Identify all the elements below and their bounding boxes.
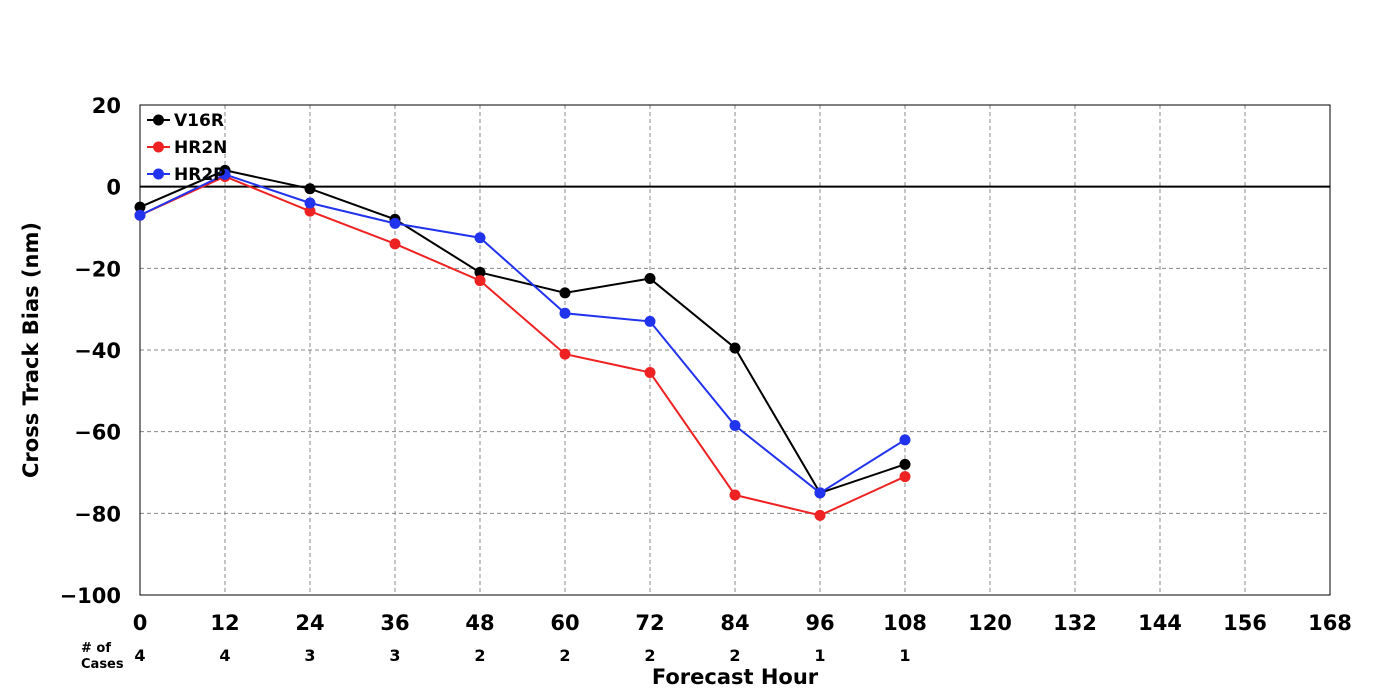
x-tick-label: 84 [720, 611, 749, 635]
data-point [644, 315, 656, 327]
data-point [134, 201, 146, 213]
legend-label: HR2P [174, 165, 226, 185]
y-axis-title: Cross Track Bias (nm) [19, 222, 43, 478]
data-point [474, 266, 486, 278]
x-tick-labels: 0 12 24 36 48 60 72 84 96 108 120 132 144 156 168 [133, 611, 1352, 635]
x-tick-label: 24 [295, 611, 324, 635]
data-point [814, 487, 826, 499]
data-point [559, 307, 571, 319]
x-tick-label: 0 [133, 611, 148, 635]
plot-frame [139, 104, 1331, 596]
data-point [899, 434, 911, 446]
series-group [134, 164, 911, 521]
y-tick-label: −40 [74, 339, 121, 363]
case-count: 2 [559, 646, 570, 665]
x-tick-label: 132 [1053, 611, 1097, 635]
cases-title-line1: # of [81, 641, 111, 656]
data-point [304, 205, 316, 217]
case-count: 1 [899, 646, 910, 665]
data-point [389, 217, 401, 229]
series-line [139, 169, 906, 495]
x-tick-label: 120 [968, 611, 1012, 635]
legend-label: HR2N [174, 138, 227, 158]
x-tick-label: 96 [805, 611, 834, 635]
case-count: 3 [304, 646, 315, 665]
x-tick-label: 60 [550, 611, 579, 635]
data-point [729, 489, 741, 501]
data-point [304, 197, 316, 209]
y-tick-label: −20 [74, 257, 121, 281]
case-count: 2 [729, 646, 740, 665]
data-point [134, 209, 146, 221]
y-tick-label: −80 [74, 502, 121, 526]
legend-marker [153, 141, 164, 153]
data-point [219, 168, 231, 180]
cases-row: # of Cases 4 4 3 3 2 2 2 2 1 1 [81, 641, 911, 672]
data-point [474, 275, 486, 287]
series-hr2n [134, 170, 911, 521]
data-point [729, 342, 741, 354]
x-tick-label: 156 [1223, 611, 1267, 635]
data-point [729, 420, 741, 432]
legend-marker [153, 114, 164, 126]
y-tick-label: 20 [92, 94, 121, 118]
legend: V16R HR2N HR2P [147, 111, 227, 185]
case-count: 3 [389, 646, 400, 665]
x-tick-label: 48 [465, 611, 494, 635]
data-point [899, 471, 911, 483]
data-point [389, 238, 401, 250]
y-tick-label: −60 [74, 421, 121, 445]
series-line [139, 173, 906, 495]
case-count: 1 [814, 646, 825, 665]
y-tick-label: 0 [106, 176, 121, 200]
data-point [644, 366, 656, 378]
case-count: 2 [474, 646, 485, 665]
x-tick-label: 144 [1138, 611, 1182, 635]
data-point [644, 273, 656, 285]
legend-item-v16r: V16R [147, 111, 224, 131]
legend-item-hr2p: HR2P [147, 165, 226, 185]
data-point [559, 287, 571, 299]
y-tick-label: −100 [60, 584, 121, 608]
legend-item-hr2n: HR2N [147, 138, 227, 158]
data-point [814, 509, 826, 521]
cases-title-line2: Cases [81, 657, 124, 672]
x-tick-label: 36 [380, 611, 409, 635]
series-v16r [134, 164, 911, 499]
case-count: 4 [219, 646, 230, 665]
data-point [474, 232, 486, 244]
x-axis-title: Forecast Hour [652, 665, 819, 689]
data-point [899, 458, 911, 470]
case-count: 2 [644, 646, 655, 665]
data-point [304, 183, 316, 195]
data-point [559, 348, 571, 360]
x-tick-label: 72 [635, 611, 664, 635]
case-count: 4 [134, 646, 145, 665]
series-hr2p [134, 168, 911, 499]
y-tick-labels: 20 0 −20 −40 −60 −80 −100 [60, 94, 121, 608]
legend-marker [153, 168, 164, 180]
x-tick-label: 12 [210, 611, 239, 635]
x-tick-label: 168 [1308, 611, 1352, 635]
series-line [139, 175, 906, 517]
legend-label: V16R [174, 111, 224, 131]
x-tick-label: 108 [883, 611, 927, 635]
